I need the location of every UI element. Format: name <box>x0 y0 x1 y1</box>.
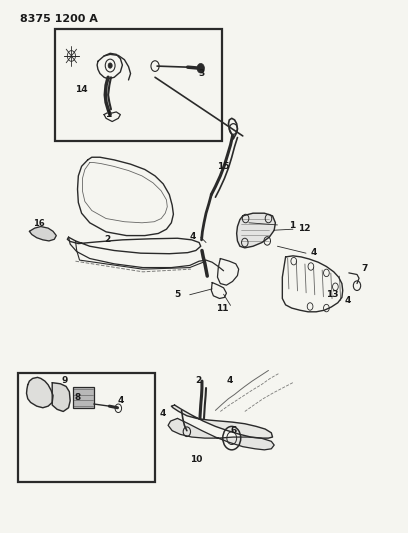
Polygon shape <box>27 377 53 408</box>
Text: 15: 15 <box>217 162 230 171</box>
Text: 10: 10 <box>191 456 203 464</box>
Text: 4: 4 <box>159 409 166 417</box>
Circle shape <box>197 63 204 73</box>
Bar <box>18 373 155 482</box>
Text: 2: 2 <box>195 376 201 384</box>
Text: 4: 4 <box>344 296 351 304</box>
Text: 12: 12 <box>298 224 310 232</box>
Text: 5: 5 <box>174 290 181 299</box>
Polygon shape <box>168 418 274 450</box>
Text: 3: 3 <box>198 69 204 77</box>
Bar <box>55 29 222 141</box>
Text: 4: 4 <box>311 248 317 256</box>
Text: 11: 11 <box>216 304 228 312</box>
Text: 13: 13 <box>326 290 339 299</box>
Circle shape <box>108 63 112 68</box>
Polygon shape <box>171 405 273 438</box>
Text: 2: 2 <box>104 236 110 244</box>
Text: 7: 7 <box>361 264 368 272</box>
Text: 8: 8 <box>74 393 81 402</box>
Text: 4: 4 <box>117 397 124 405</box>
Text: 16: 16 <box>33 220 44 228</box>
Polygon shape <box>52 383 70 411</box>
Text: 6: 6 <box>230 426 237 435</box>
Text: 4: 4 <box>226 376 233 384</box>
Text: 8375 1200 A: 8375 1200 A <box>20 14 98 23</box>
Text: 4: 4 <box>189 232 196 240</box>
Text: 14: 14 <box>75 85 88 93</box>
Polygon shape <box>237 213 275 248</box>
Bar <box>73 387 94 408</box>
Text: 1: 1 <box>288 221 295 230</box>
Text: 1: 1 <box>105 110 111 118</box>
Polygon shape <box>29 227 56 241</box>
Text: 9: 9 <box>61 376 68 385</box>
